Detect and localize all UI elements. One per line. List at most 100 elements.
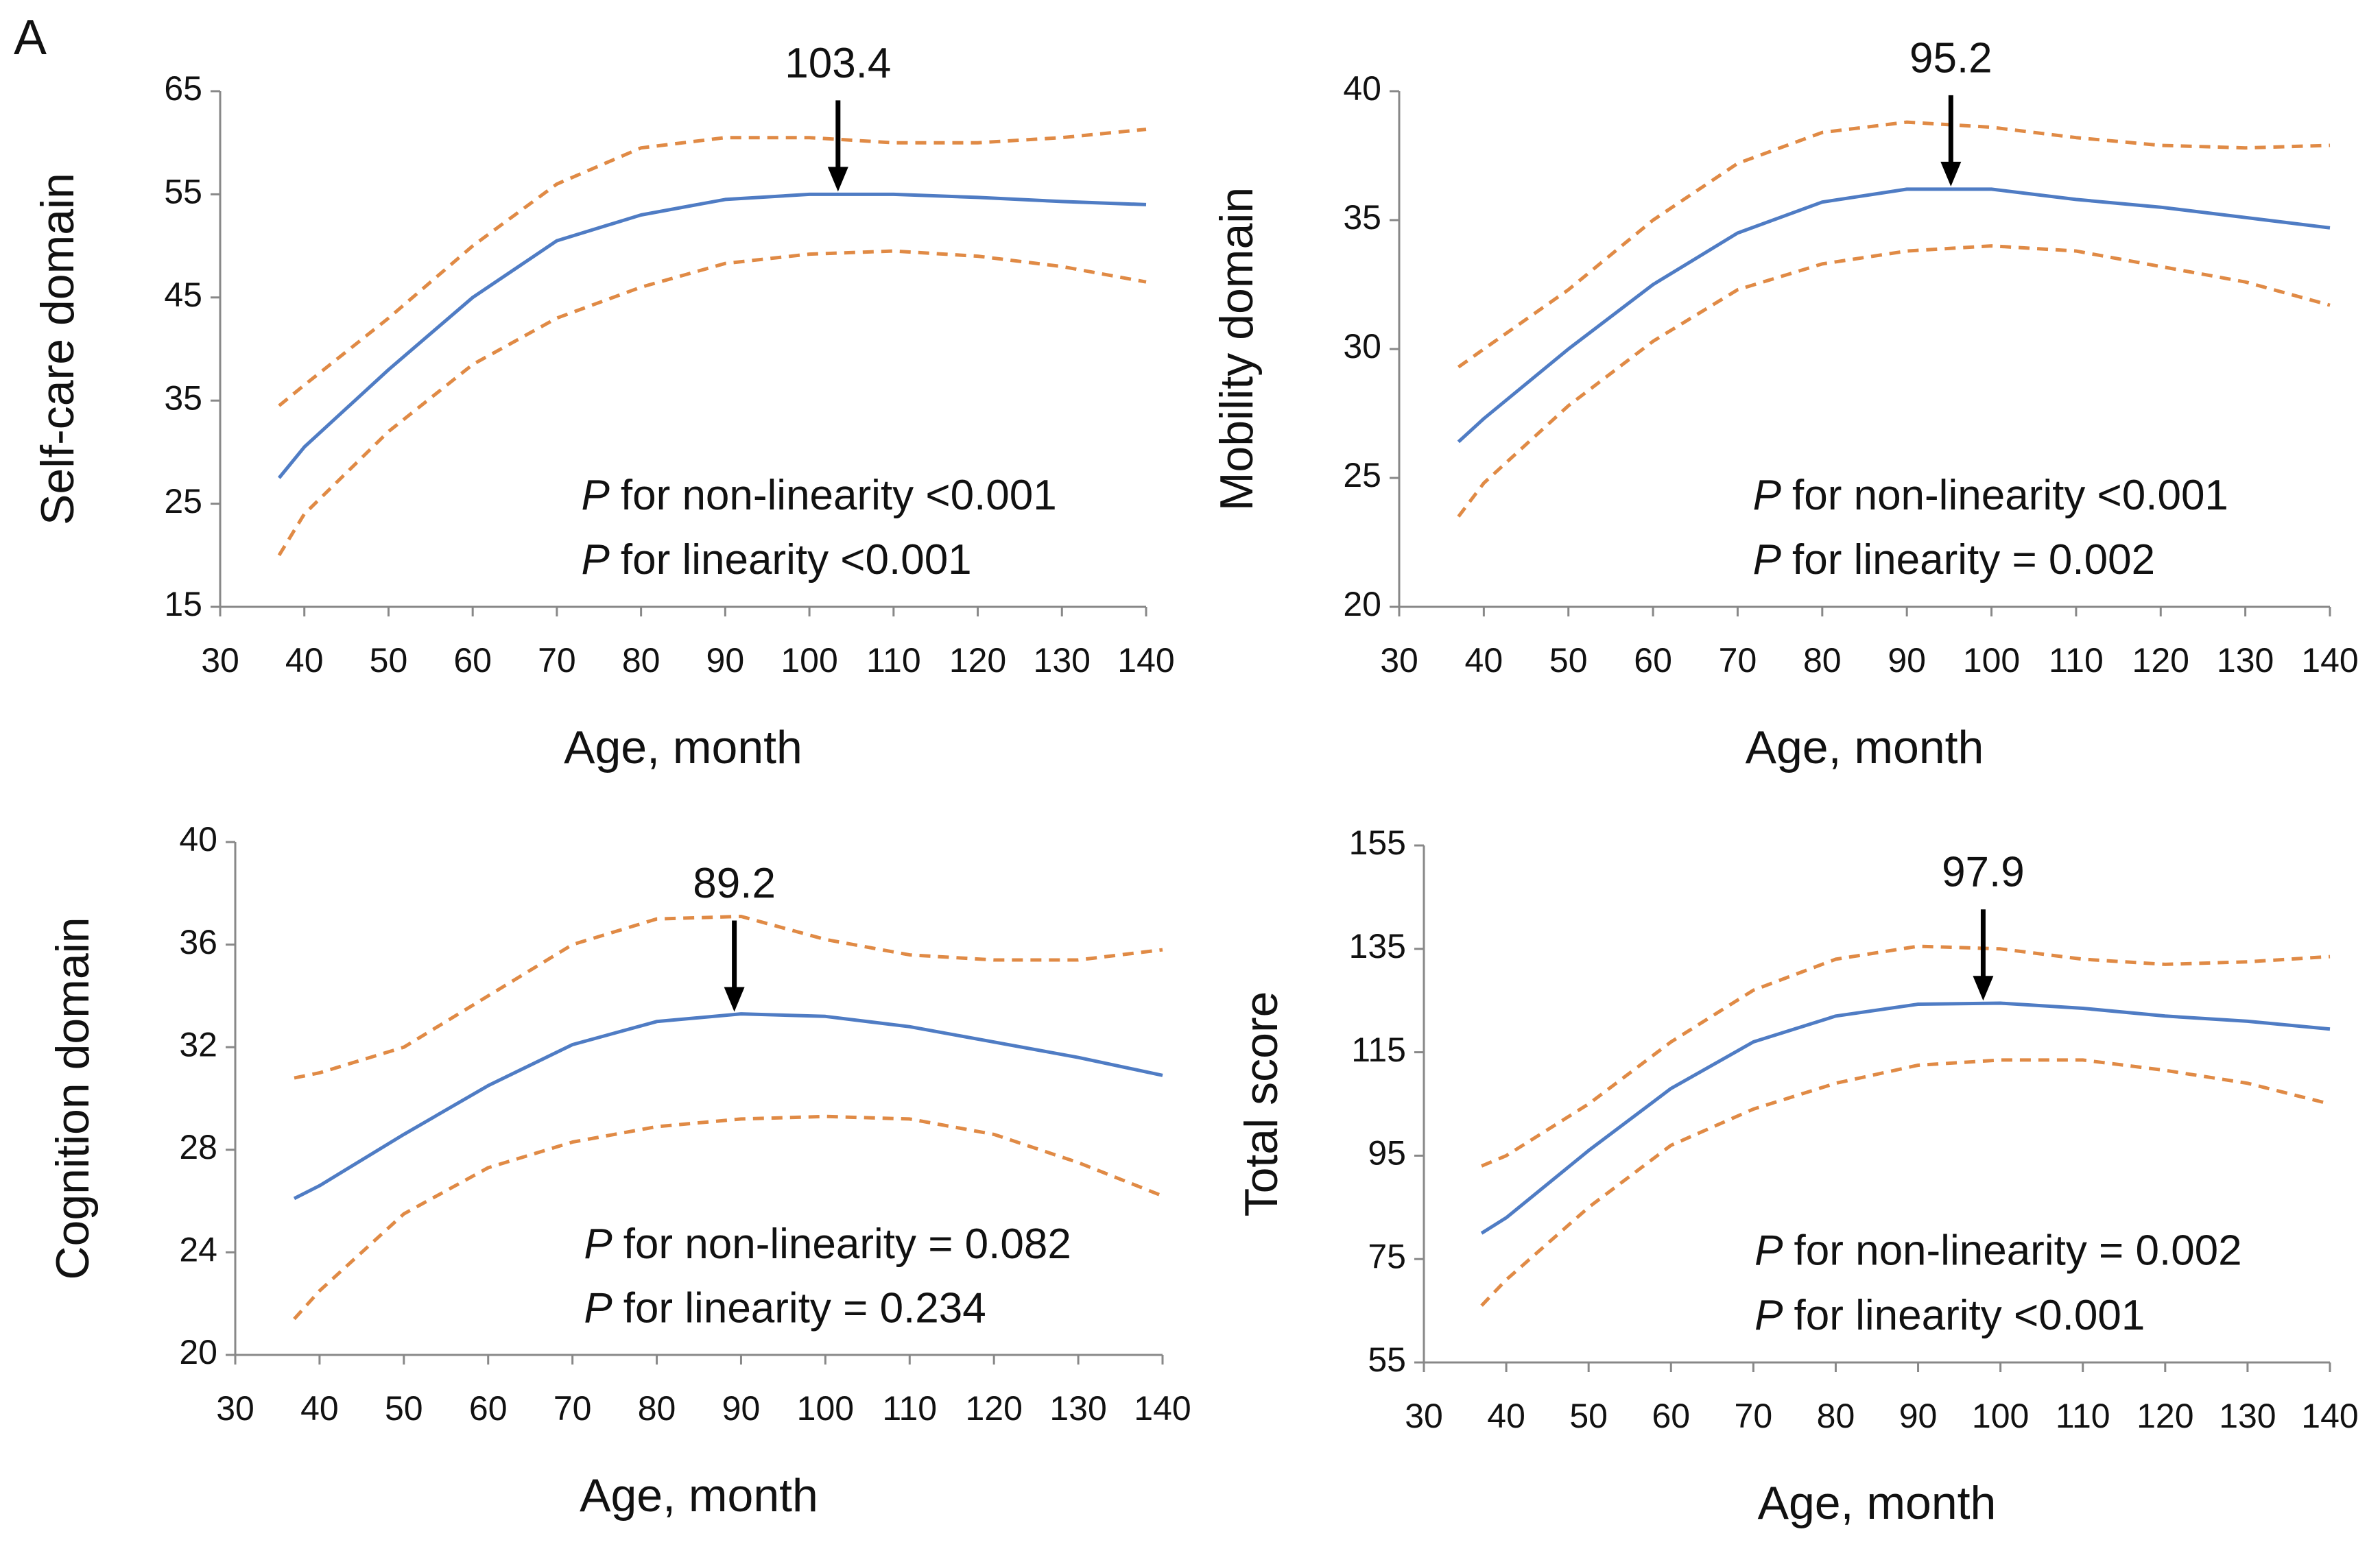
peak-arrowhead (1940, 161, 1962, 187)
annotation-emphasis: P (584, 1221, 612, 1268)
y-tick-label: 20 (1343, 585, 1381, 623)
ci-line (294, 915, 1163, 1080)
x-tick-label: 30 (1405, 1397, 1443, 1435)
y-tick-label: 40 (179, 820, 217, 858)
x-tick-label: 40 (285, 641, 324, 680)
x-tick-label: 50 (1549, 641, 1588, 680)
x-tick-label: 110 (2056, 1397, 2110, 1435)
x-axis-title: Age, month (1758, 1477, 1997, 1529)
x-tick-label: 90 (722, 1389, 761, 1428)
x-tick-label: 50 (370, 641, 408, 680)
x-tick-label: 40 (1487, 1397, 1525, 1435)
y-tick-label: 20 (179, 1333, 217, 1371)
annotation-text: for linearity <0.001 (621, 536, 972, 584)
x-tick-label: 100 (797, 1389, 854, 1428)
estimate-line (277, 192, 1147, 479)
x-tick-label: 30 (216, 1389, 254, 1428)
peak-arrowhead (1973, 976, 1994, 1001)
annotation-emphasis: P (584, 1285, 612, 1332)
x-tick-label: 120 (2137, 1397, 2193, 1435)
x-axis-title: Age, month (580, 1469, 818, 1522)
x-tick-label: 80 (1817, 1397, 1855, 1435)
y-tick-label: 25 (164, 482, 202, 520)
y-tick-label: 45 (164, 276, 202, 314)
peak-arrowhead (827, 167, 848, 192)
x-tick-label: 100 (1972, 1397, 2029, 1435)
x-axis-title: Age, month (1746, 721, 1984, 773)
x-tick-label: 110 (882, 1389, 937, 1428)
panel: 20 24 28 32 36 40 30 40 50 60 70 80 90 100 110 120 130 14… (47, 820, 1191, 1522)
ci-line (277, 249, 1147, 557)
y-tick-label: 30 (1343, 327, 1381, 365)
y-tick-label: 35 (1343, 198, 1381, 237)
x-tick-label: 40 (1465, 641, 1503, 680)
x-tick-label: 130 (1034, 641, 1091, 680)
ci-line (1480, 1058, 2331, 1307)
x-tick-label: 120 (2132, 641, 2189, 680)
panel: 15 25 35 45 55 65 30 40 50 60 70 80 90 100 110 120 130 14… (32, 40, 1175, 773)
y-tick-label: 36 (179, 923, 217, 961)
x-tick-label: 60 (453, 641, 492, 680)
x-tick-label: 120 (965, 1389, 1022, 1428)
x-tick-label: 130 (2217, 641, 2274, 680)
estimate-line (293, 1012, 1163, 1201)
annotation-text: for non-linearity = 0.082 (623, 1221, 1071, 1268)
x-tick-label: 140 (1117, 641, 1174, 680)
y-tick-label: 75 (1368, 1237, 1406, 1275)
y-axis-title: Self-care domain (32, 173, 84, 525)
ci-line (1457, 244, 2331, 518)
x-tick-label: 80 (622, 641, 661, 680)
estimate-line (1480, 1001, 2331, 1235)
y-axis-title: Total score (1235, 992, 1287, 1217)
annotation-emphasis: P (1754, 1227, 1783, 1275)
x-tick-label: 90 (706, 641, 745, 680)
annotation-emphasis: P (582, 536, 610, 584)
y-tick-label: 35 (164, 379, 202, 417)
ci-line (293, 1114, 1163, 1321)
y-axis-title: Cognition domain (47, 917, 99, 1279)
x-tick-label: 80 (638, 1389, 676, 1428)
x-tick-label: 140 (1134, 1389, 1191, 1428)
y-tick-label: 25 (1343, 456, 1381, 494)
annotation-text: for linearity = 0.002 (1792, 536, 2155, 584)
annotation-text: for linearity = 0.234 (623, 1285, 986, 1332)
annotation-text: for non-linearity = 0.002 (1794, 1227, 2242, 1275)
annotation-emphasis: P (1754, 1292, 1783, 1339)
y-tick-label: 15 (164, 585, 202, 623)
x-tick-label: 70 (538, 641, 576, 680)
ci-line (1457, 120, 2331, 369)
y-tick-label: 28 (179, 1128, 217, 1166)
y-tick-label: 24 (179, 1231, 217, 1269)
x-tick-label: 30 (201, 641, 239, 680)
annotation-text: for non-linearity <0.001 (1792, 472, 2228, 519)
panel-label: A (14, 10, 47, 65)
ci-line (1481, 944, 2331, 1168)
x-tick-label: 120 (949, 641, 1006, 680)
y-tick-label: 32 (179, 1025, 217, 1064)
panel: 20 25 30 35 40 30 40 50 60 70 80 90 100 110 120 130 140 M… (1211, 34, 2359, 773)
estimate-line (1457, 187, 2331, 444)
x-tick-label: 110 (2049, 641, 2104, 680)
x-tick-label: 90 (1899, 1397, 1938, 1435)
annotation-text: for non-linearity <0.001 (621, 472, 1057, 519)
x-tick-label: 100 (1963, 641, 2020, 680)
y-tick-label: 135 (1349, 927, 1406, 965)
y-axis-title: Mobility domain (1211, 187, 1263, 511)
x-tick-label: 50 (385, 1389, 423, 1428)
y-tick-label: 55 (164, 173, 202, 211)
x-tick-label: 60 (1652, 1397, 1690, 1435)
x-tick-label: 70 (554, 1389, 592, 1428)
peak-label: 89.2 (693, 860, 776, 907)
x-tick-label: 100 (781, 641, 837, 680)
x-tick-label: 40 (300, 1389, 339, 1428)
x-tick-label: 80 (1803, 641, 1842, 680)
x-tick-label: 140 (2301, 1397, 2358, 1435)
x-tick-label: 60 (1634, 641, 1672, 680)
x-tick-label: 110 (866, 641, 921, 680)
